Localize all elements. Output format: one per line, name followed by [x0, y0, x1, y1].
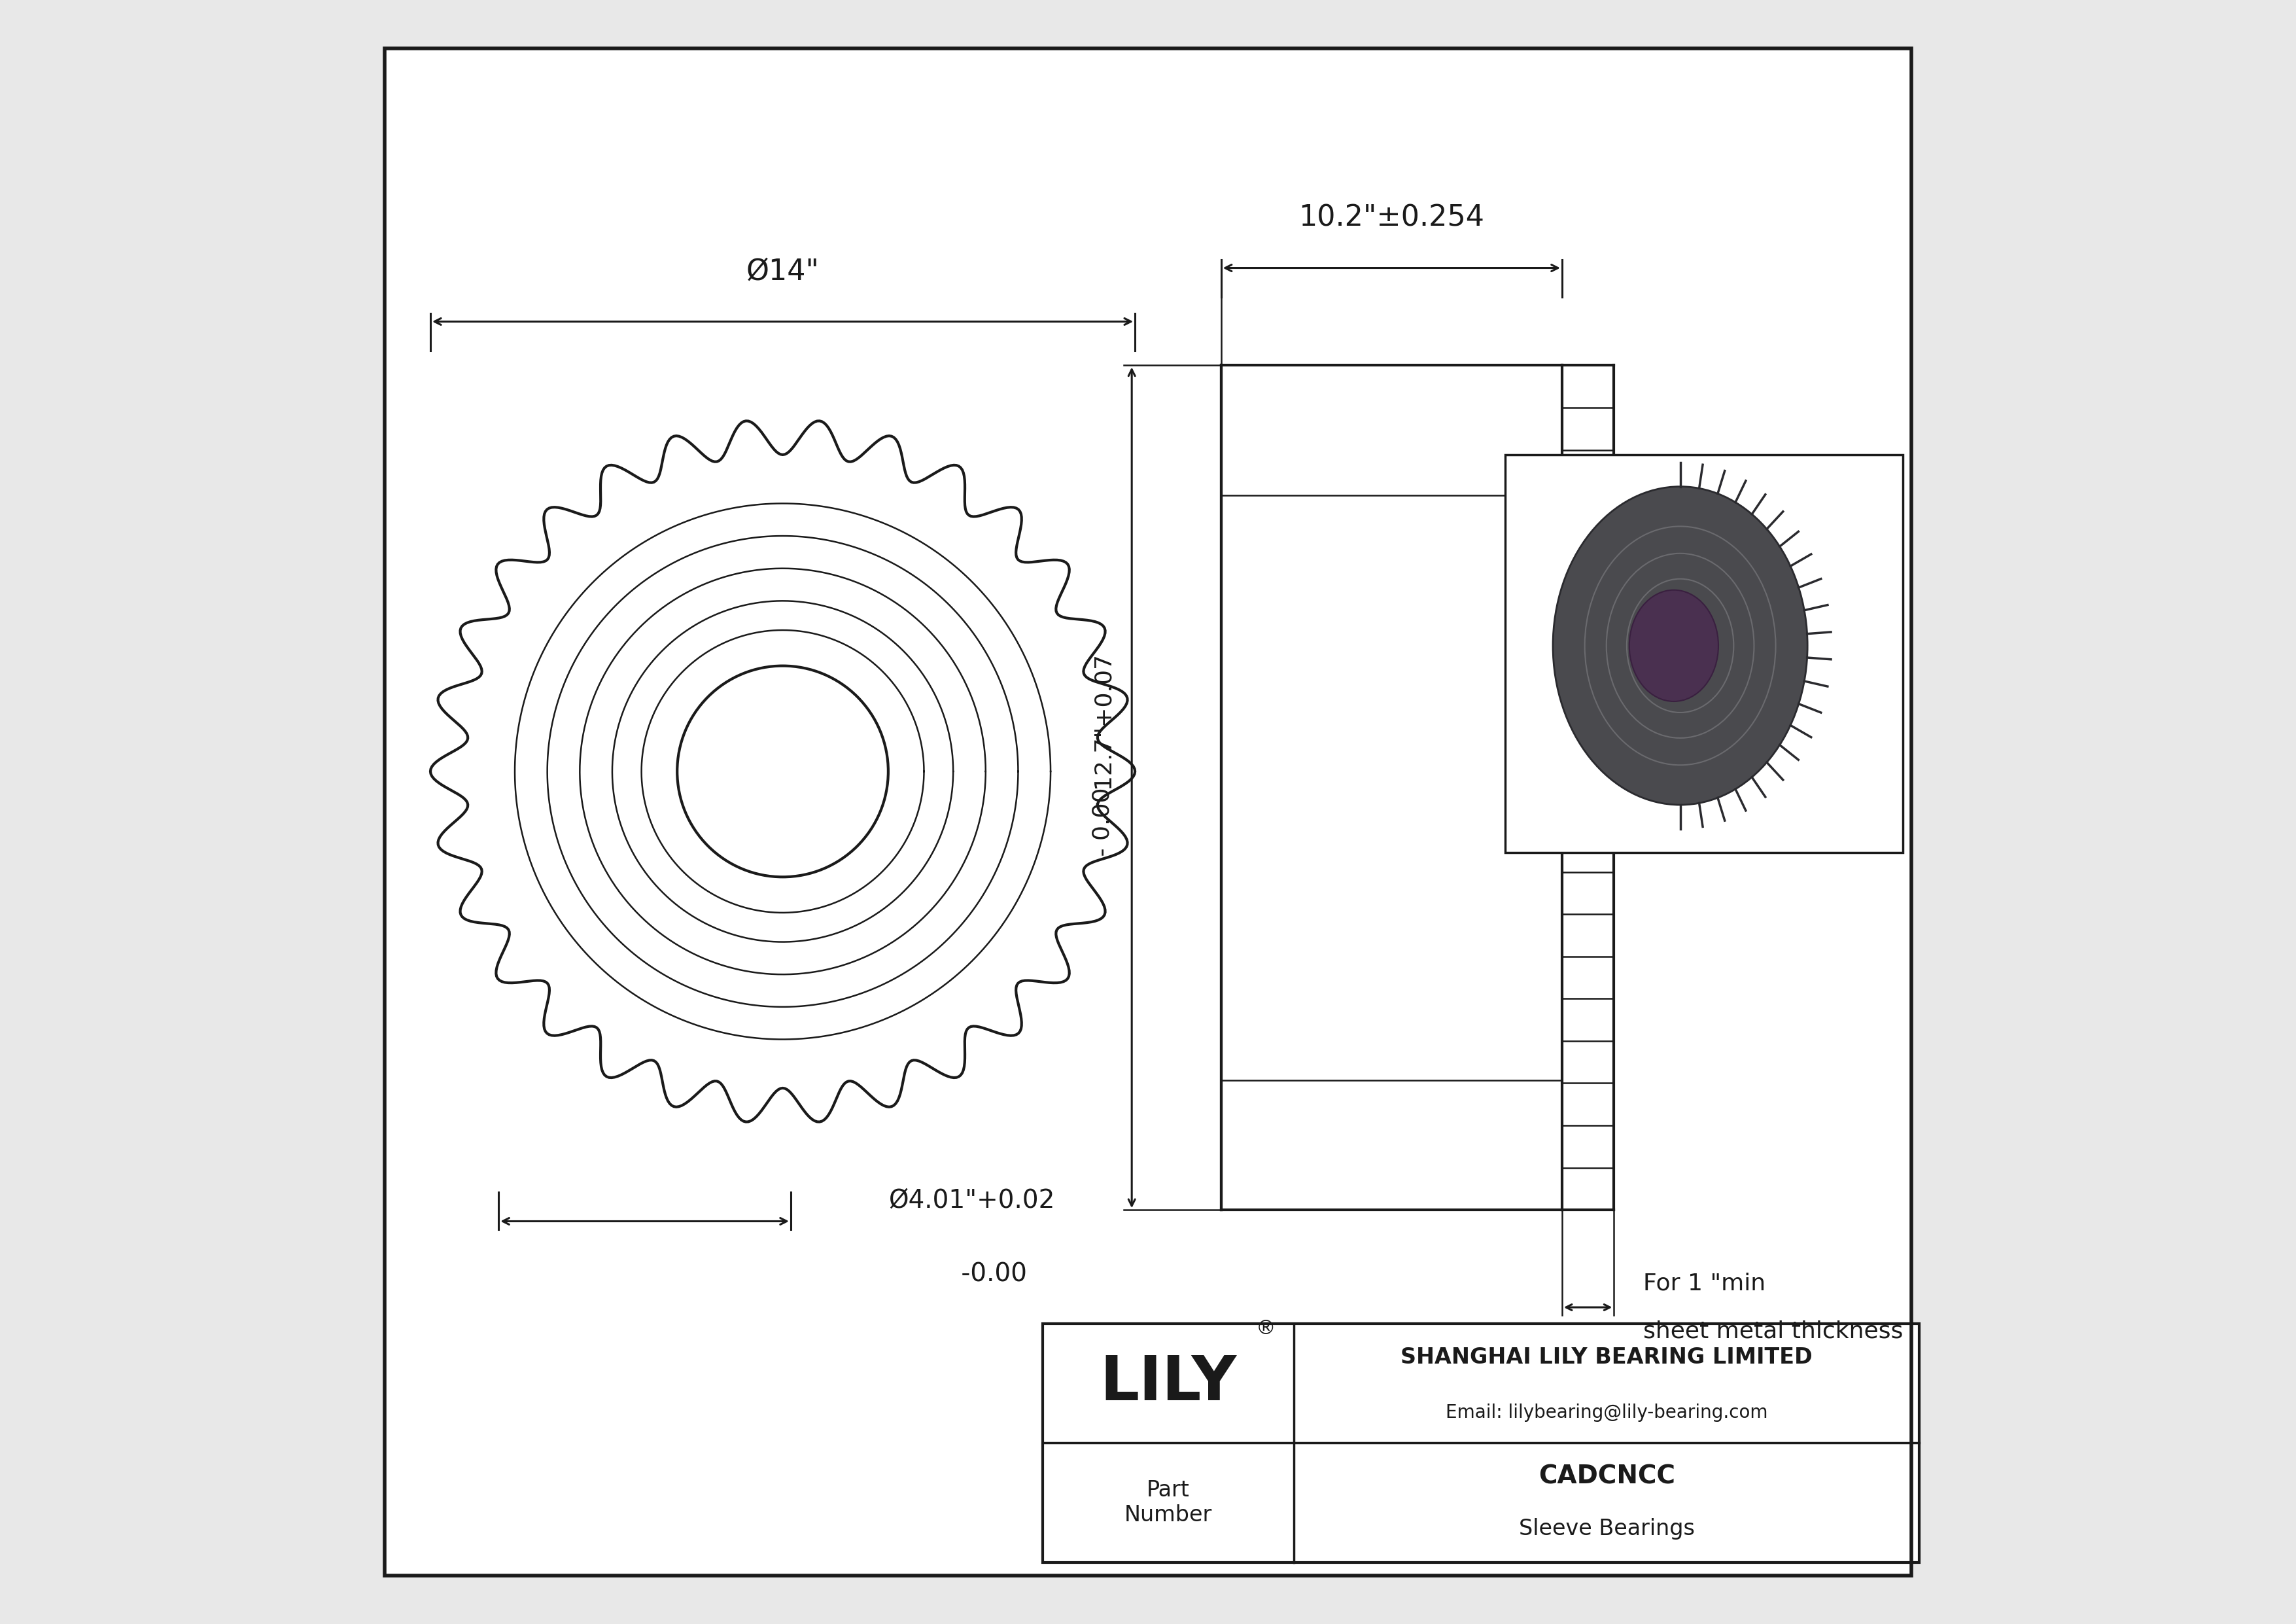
Text: 10.2"±0.254: 10.2"±0.254	[1300, 205, 1486, 232]
Text: -0.00: -0.00	[889, 1262, 1026, 1286]
Text: Ø14": Ø14"	[746, 258, 820, 286]
Text: ®: ®	[1256, 1319, 1277, 1338]
Circle shape	[677, 666, 889, 877]
Text: Part
Number: Part Number	[1125, 1479, 1212, 1527]
Text: For 1 "min: For 1 "min	[1644, 1272, 1766, 1294]
Text: SHANGHAI LILY BEARING LIMITED: SHANGHAI LILY BEARING LIMITED	[1401, 1346, 1812, 1367]
Text: Email: lilybearing@lily-bearing.com: Email: lilybearing@lily-bearing.com	[1446, 1403, 1768, 1421]
Text: sheet metal thickness: sheet metal thickness	[1644, 1320, 1903, 1343]
Bar	[1042, 1324, 1919, 1562]
Bar	[1506, 455, 1903, 853]
Bar	[1042, 1324, 1919, 1562]
Text: Ø4.01"+0.02: Ø4.01"+0.02	[889, 1189, 1054, 1213]
Text: LILY: LILY	[1100, 1353, 1238, 1413]
Text: CADCNCC: CADCNCC	[1538, 1465, 1676, 1489]
Ellipse shape	[1630, 590, 1717, 702]
Ellipse shape	[1552, 487, 1807, 806]
Bar	[1506, 455, 1903, 853]
Text: 12.7"+0.07: 12.7"+0.07	[1091, 651, 1114, 788]
Text: Sleeve Bearings: Sleeve Bearings	[1518, 1518, 1694, 1540]
Text: - 0.00: - 0.00	[1091, 788, 1114, 909]
